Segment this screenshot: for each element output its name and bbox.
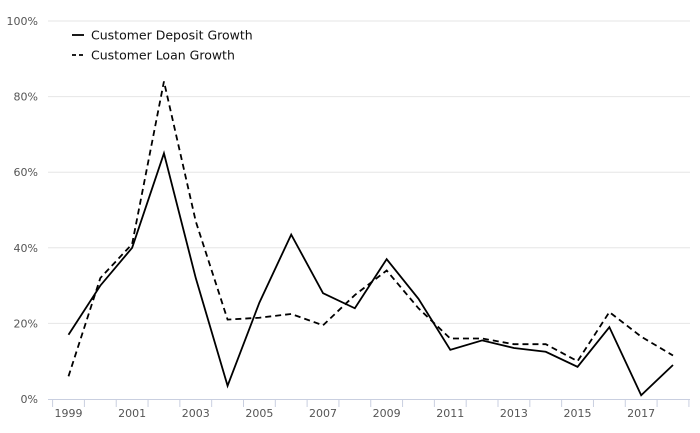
x-tick-label: 2015 [564, 407, 592, 420]
grid-lines [48, 20, 690, 324]
series-line-deposit [67, 150, 674, 397]
y-tick-label: 100% [7, 15, 38, 28]
legend-item-1[interactable]: Customer Loan Growth [72, 48, 235, 63]
x-tick-label: 1999 [55, 407, 83, 420]
y-tick-label: 80% [14, 91, 38, 104]
x-tick-label: 2011 [436, 407, 464, 420]
x-tick-label: 2005 [245, 407, 273, 420]
series-line-loan [67, 81, 674, 377]
legend[interactable]: Customer Deposit Growth Customer Loan Gro… [72, 28, 253, 63]
x-tick-label: 2007 [309, 407, 337, 420]
legend-label: Customer Loan Growth [91, 48, 235, 63]
y-tick-label: 0% [21, 393, 38, 406]
x-tick-label: 2009 [373, 407, 401, 420]
x-tick-label: 2001 [118, 407, 146, 420]
y-tick-label: 40% [14, 242, 38, 255]
x-tick-label: 2003 [182, 407, 210, 420]
y-axis-ticks: 0% 20% 40% 60% 80% 100% [7, 15, 38, 406]
x-tick-label: 2013 [500, 407, 528, 420]
axes [48, 399, 690, 407]
x-tick-label: 2017 [627, 407, 655, 420]
y-tick-label: 20% [14, 317, 38, 330]
legend-label: Customer Deposit Growth [91, 28, 253, 43]
series-lines [67, 81, 674, 397]
legend-item-0[interactable]: Customer Deposit Growth [72, 28, 253, 43]
x-axis-ticks: 1999 2001 2003 2005 2007 2009 2011 2013 2015 2017 [55, 407, 656, 420]
y-tick-label: 60% [14, 166, 38, 179]
